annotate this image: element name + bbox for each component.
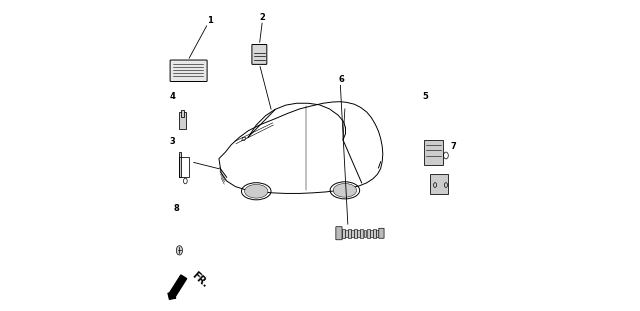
FancyBboxPatch shape (364, 230, 367, 237)
Ellipse shape (333, 183, 356, 197)
Text: 4: 4 (170, 92, 175, 101)
Text: FR.: FR. (189, 270, 209, 290)
FancyBboxPatch shape (360, 229, 364, 238)
FancyBboxPatch shape (424, 140, 443, 165)
Text: 5: 5 (423, 92, 429, 101)
Text: 6: 6 (339, 75, 345, 84)
Ellipse shape (176, 246, 182, 255)
FancyBboxPatch shape (367, 229, 369, 238)
FancyBboxPatch shape (376, 230, 379, 237)
FancyBboxPatch shape (252, 44, 267, 64)
Text: 7: 7 (451, 142, 456, 151)
Text: 3: 3 (170, 137, 175, 146)
FancyBboxPatch shape (342, 229, 345, 238)
Ellipse shape (244, 184, 268, 198)
FancyBboxPatch shape (179, 112, 186, 129)
FancyBboxPatch shape (345, 230, 348, 237)
FancyBboxPatch shape (354, 229, 357, 238)
FancyBboxPatch shape (170, 60, 207, 81)
FancyBboxPatch shape (357, 230, 360, 237)
FancyBboxPatch shape (373, 229, 376, 238)
Text: 2: 2 (260, 13, 266, 21)
FancyBboxPatch shape (351, 230, 354, 237)
FancyBboxPatch shape (179, 152, 180, 177)
Text: 1: 1 (207, 16, 212, 25)
FancyBboxPatch shape (181, 110, 184, 117)
FancyBboxPatch shape (431, 174, 447, 194)
Text: 8: 8 (173, 204, 179, 213)
FancyBboxPatch shape (336, 227, 342, 240)
FancyBboxPatch shape (379, 228, 384, 238)
FancyBboxPatch shape (348, 229, 351, 238)
FancyBboxPatch shape (370, 230, 372, 237)
FancyArrow shape (168, 275, 187, 299)
